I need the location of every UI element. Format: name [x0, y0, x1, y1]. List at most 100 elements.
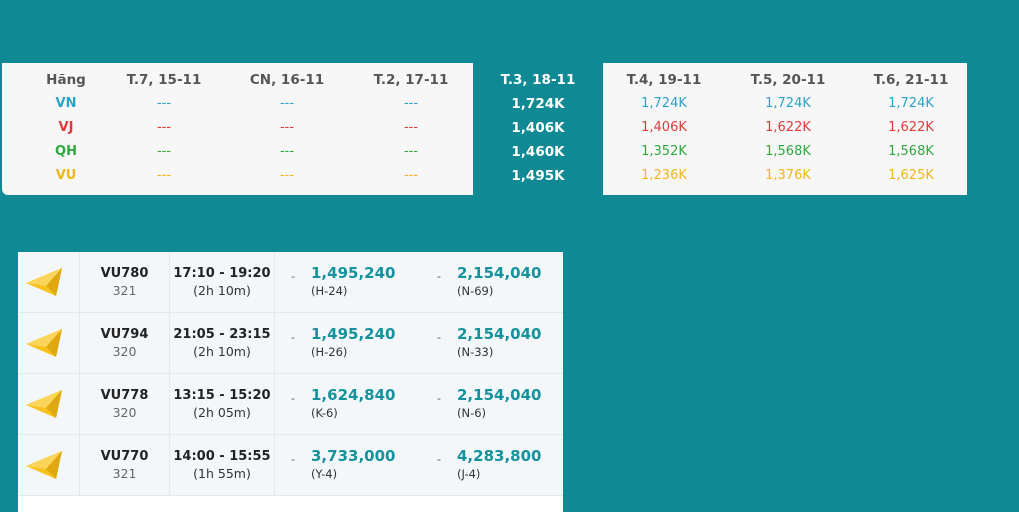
fare-price[interactable]: 2,154,040 — [457, 264, 542, 282]
airline-logo — [18, 313, 80, 373]
fare-class-seats: (J-4) — [457, 467, 481, 481]
fare-option[interactable]: 2,154,040 (N-6) — [457, 386, 541, 420]
fare-class-seats: (N-6) — [457, 406, 487, 420]
fare-price[interactable]: 4,283,800 — [457, 447, 542, 465]
flight-time: 21:05 - 23:15 (2h 10m) — [170, 313, 275, 373]
flight-row[interactable]: VU778 320 13:15 - 15:20 (2h 05m) - 1,624,840 (… — [18, 374, 563, 435]
aircraft-type: 321 — [112, 466, 137, 481]
fare-class-seats: (Y-4) — [311, 467, 338, 481]
date-header[interactable]: T.4, 19-11 — [626, 72, 702, 88]
price-cell[interactable]: 1,724K — [641, 96, 687, 111]
date-header[interactable]: T.7, 15-11 — [126, 72, 202, 88]
flight-number: VU778 — [100, 388, 149, 403]
airline-column-header: Hãng — [46, 72, 86, 88]
flight-list: VU780 321 17:10 - 19:20 (2h 10m) - 1,495,240 (… — [18, 252, 563, 512]
flight-info: VU780 321 — [80, 252, 170, 312]
flight-duration: (2h 10m) — [193, 344, 251, 359]
price-cell[interactable]: 1,724K — [511, 96, 565, 112]
departure-arrival-time: 14:00 - 15:55 — [173, 449, 271, 464]
departure-arrival-time: 17:10 - 19:20 — [173, 266, 271, 281]
fare-option[interactable]: 1,495,240 (H-24) — [311, 264, 395, 298]
departure-arrival-time: 13:15 - 15:20 — [173, 388, 271, 403]
price-cell[interactable]: 1,568K — [888, 144, 934, 159]
fare-option[interactable]: 3,733,000 (Y-4) — [311, 447, 395, 481]
airline-code: VN — [55, 96, 77, 111]
fare-separator: - — [437, 331, 441, 344]
flight-number: VU794 — [100, 327, 149, 342]
fare-class-seats: (H-24) — [311, 284, 348, 298]
flight-duration: (2h 05m) — [193, 405, 251, 420]
price-cell[interactable]: 1,495K — [511, 168, 565, 184]
flight-number: VU780 — [100, 266, 149, 281]
date-header-selected[interactable]: T.3, 18-11 — [500, 72, 576, 88]
price-unavailable: --- — [279, 168, 295, 183]
price-cell[interactable]: 1,460K — [511, 144, 565, 160]
airline-logo-icon — [26, 268, 62, 296]
price-cell[interactable]: 1,236K — [641, 168, 687, 183]
price-unavailable: --- — [403, 96, 419, 111]
flight-time: 14:00 - 15:55 (1h 55m) — [170, 435, 275, 495]
airline-logo — [18, 252, 80, 312]
price-unavailable: --- — [403, 168, 419, 183]
flight-info: VU770 321 — [80, 435, 170, 495]
fare-price[interactable]: 1,495,240 — [311, 264, 396, 282]
price-unavailable: --- — [279, 120, 295, 135]
price-cell[interactable]: 1,406K — [641, 120, 687, 135]
flight-info: VU778 320 — [80, 374, 170, 434]
departure-arrival-time: 21:05 - 23:15 — [173, 327, 271, 342]
date-header[interactable]: T.6, 21-11 — [873, 72, 949, 88]
aircraft-type: 320 — [112, 405, 137, 420]
price-matrix-left-panel — [2, 63, 473, 195]
price-cell[interactable]: 1,724K — [888, 96, 934, 111]
price-cell[interactable]: 1,625K — [888, 168, 934, 183]
flight-duration: (1h 55m) — [193, 466, 251, 481]
price-unavailable: --- — [279, 144, 295, 159]
price-cell[interactable]: 1,568K — [765, 144, 811, 159]
aircraft-type: 320 — [112, 344, 137, 359]
airline-logo-icon — [26, 390, 62, 418]
price-cell[interactable]: 1,352K — [641, 144, 687, 159]
airline-code: QH — [55, 144, 77, 159]
fare-price[interactable]: 1,495,240 — [311, 325, 396, 343]
fare-class-seats: (K-6) — [311, 406, 338, 420]
price-unavailable: --- — [156, 120, 172, 135]
airline-code: VJ — [58, 120, 74, 135]
fare-price[interactable]: 2,154,040 — [457, 386, 542, 404]
date-header[interactable]: T.5, 20-11 — [750, 72, 826, 88]
fare-class-seats: (H-26) — [311, 345, 348, 359]
flight-info: VU794 320 — [80, 313, 170, 373]
fare-option[interactable]: 1,624,840 (K-6) — [311, 386, 395, 420]
price-unavailable: --- — [156, 96, 172, 111]
aircraft-type: 321 — [112, 283, 137, 298]
price-cell[interactable]: 1,724K — [765, 96, 811, 111]
fare-separator: - — [291, 453, 295, 466]
fare-separator: - — [437, 453, 441, 466]
fare-price[interactable]: 2,154,040 — [457, 325, 542, 343]
flight-time: 17:10 - 19:20 (2h 10m) — [170, 252, 275, 312]
flight-time: 13:15 - 15:20 (2h 05m) — [170, 374, 275, 434]
price-cell[interactable]: 1,376K — [765, 168, 811, 183]
fare-class-seats: (N-33) — [457, 345, 494, 359]
flight-duration: (2h 10m) — [193, 283, 251, 298]
fare-option[interactable]: 1,495,240 (H-26) — [311, 325, 395, 359]
fare-option[interactable]: 2,154,040 (N-33) — [457, 325, 541, 359]
flight-row[interactable]: VU770 321 14:00 - 15:55 (1h 55m) - 3,733,000 (… — [18, 435, 563, 496]
flight-number: VU770 — [100, 449, 149, 464]
fare-price[interactable]: 3,733,000 — [311, 447, 396, 465]
fare-option[interactable]: 4,283,800 (J-4) — [457, 447, 541, 481]
date-header[interactable]: T.2, 17-11 — [373, 72, 449, 88]
price-unavailable: --- — [403, 144, 419, 159]
price-cell[interactable]: 1,622K — [765, 120, 811, 135]
airline-logo — [18, 435, 80, 495]
flight-row[interactable]: VU794 320 21:05 - 23:15 (2h 10m) - 1,495,240 (… — [18, 313, 563, 374]
airline-code: VU — [55, 168, 77, 183]
date-header[interactable]: CN, 16-11 — [249, 72, 325, 88]
flight-row[interactable]: VU780 321 17:10 - 19:20 (2h 10m) - 1,495,240 (… — [18, 252, 563, 313]
fare-price[interactable]: 1,624,840 — [311, 386, 396, 404]
price-cell[interactable]: 1,406K — [511, 120, 565, 136]
price-cell[interactable]: 1,622K — [888, 120, 934, 135]
price-unavailable: --- — [403, 120, 419, 135]
fare-option[interactable]: 2,154,040 (N-69) — [457, 264, 541, 298]
fare-class-seats: (N-69) — [457, 284, 494, 298]
price-unavailable: --- — [156, 144, 172, 159]
